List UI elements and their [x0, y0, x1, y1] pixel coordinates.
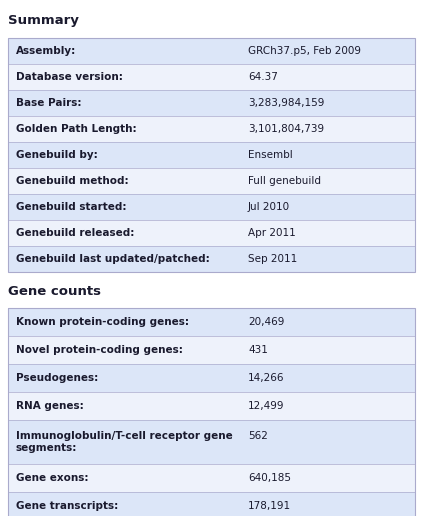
Text: Genebuild by:: Genebuild by:	[16, 150, 98, 160]
Bar	[8, 492, 415, 516]
Bar	[8, 308, 415, 516]
Bar	[8, 420, 415, 464]
Bar	[8, 142, 415, 168]
Text: Immunoglobulin/T-cell receptor gene: Immunoglobulin/T-cell receptor gene	[16, 431, 233, 441]
Bar	[8, 336, 415, 364]
Text: Gene transcripts:: Gene transcripts:	[16, 501, 118, 511]
Text: Jul 2010: Jul 2010	[248, 202, 290, 212]
Text: 3,101,804,739: 3,101,804,739	[248, 124, 324, 134]
Text: Gene exons:: Gene exons:	[16, 473, 88, 483]
Text: Base Pairs:: Base Pairs:	[16, 98, 82, 108]
Bar	[8, 308, 415, 336]
Bar	[8, 464, 415, 492]
Text: 431: 431	[248, 345, 268, 355]
Text: Full genebuild: Full genebuild	[248, 176, 321, 186]
Text: 640,185: 640,185	[248, 473, 291, 483]
Bar	[8, 64, 415, 90]
Bar	[8, 116, 415, 142]
Bar	[8, 38, 415, 64]
Bar	[8, 38, 415, 272]
Text: Apr 2011: Apr 2011	[248, 228, 296, 238]
Text: 178,191: 178,191	[248, 501, 291, 511]
Bar	[8, 246, 415, 272]
Text: Database version:: Database version:	[16, 72, 123, 82]
Bar	[8, 364, 415, 392]
Text: Novel protein-coding genes:: Novel protein-coding genes:	[16, 345, 183, 355]
Bar	[8, 90, 415, 116]
Text: Summary: Summary	[8, 14, 79, 27]
Bar	[8, 194, 415, 220]
Text: 64.37: 64.37	[248, 72, 278, 82]
Text: 12,499: 12,499	[248, 401, 285, 411]
Text: Genebuild method:: Genebuild method:	[16, 176, 129, 186]
Text: segments:: segments:	[16, 443, 77, 453]
Text: 14,266: 14,266	[248, 373, 285, 383]
Bar	[8, 168, 415, 194]
Text: Genebuild started:: Genebuild started:	[16, 202, 126, 212]
Bar	[8, 220, 415, 246]
Text: RNA genes:: RNA genes:	[16, 401, 84, 411]
Text: Gene counts: Gene counts	[8, 285, 101, 298]
Bar	[8, 392, 415, 420]
Text: Known protein-coding genes:: Known protein-coding genes:	[16, 317, 189, 327]
Text: 20,469: 20,469	[248, 317, 284, 327]
Text: Assembly:: Assembly:	[16, 46, 76, 56]
Text: 562: 562	[248, 431, 268, 441]
Text: Sep 2011: Sep 2011	[248, 254, 297, 264]
Text: Pseudogenes:: Pseudogenes:	[16, 373, 98, 383]
Text: 3,283,984,159: 3,283,984,159	[248, 98, 324, 108]
Text: GRCh37.p5, Feb 2009: GRCh37.p5, Feb 2009	[248, 46, 361, 56]
Text: Ensembl: Ensembl	[248, 150, 293, 160]
Text: Genebuild released:: Genebuild released:	[16, 228, 135, 238]
Text: Golden Path Length:: Golden Path Length:	[16, 124, 137, 134]
Text: Genebuild last updated/patched:: Genebuild last updated/patched:	[16, 254, 210, 264]
